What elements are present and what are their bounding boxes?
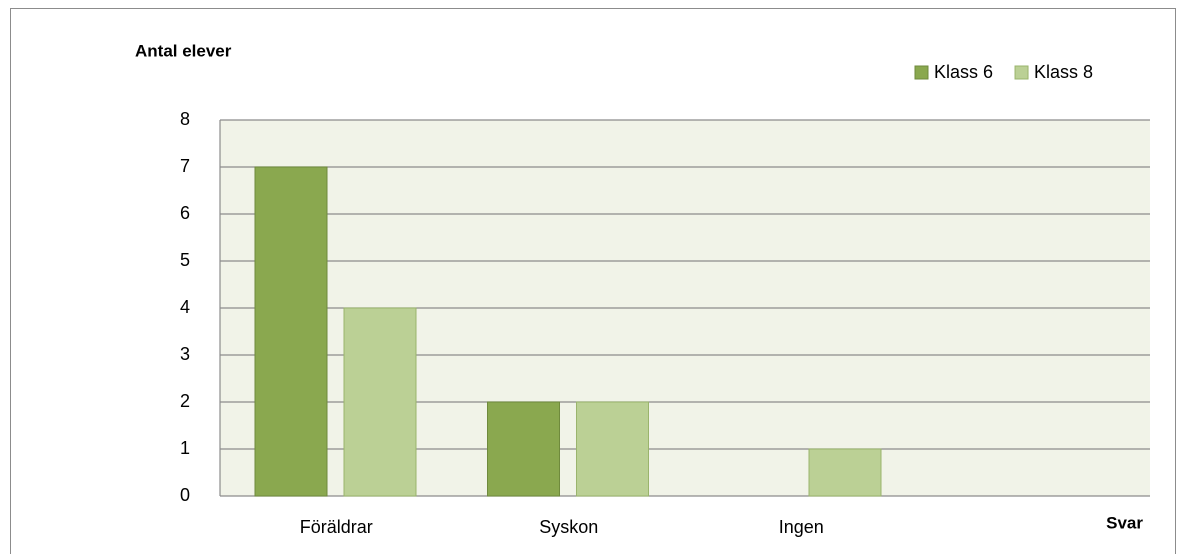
bar <box>254 166 328 497</box>
y-tick-label: 8 <box>180 109 190 129</box>
x-tick-label: Ingen <box>779 517 824 537</box>
y-tick-label: 5 <box>180 250 190 270</box>
y-axis-label: Antal elever <box>135 41 232 60</box>
legend-label: Klass 8 <box>1034 62 1093 82</box>
y-tick-label: 1 <box>180 438 190 458</box>
legend-swatch <box>914 65 929 80</box>
x-tick-label: Föräldrar <box>300 517 373 537</box>
bar <box>343 307 417 497</box>
y-tick-label: 6 <box>180 203 190 223</box>
y-tick-label: 3 <box>180 344 190 364</box>
y-tick-label: 0 <box>180 485 190 505</box>
bar <box>808 448 882 497</box>
x-axis-label: Svar <box>1106 513 1143 532</box>
legend-swatch <box>1014 65 1029 80</box>
bar <box>487 401 560 497</box>
legend-label: Klass 6 <box>934 62 993 82</box>
bar <box>576 401 649 497</box>
x-tick-label: Syskon <box>539 517 598 537</box>
y-tick-label: 2 <box>180 391 190 411</box>
y-tick-label: 7 <box>180 156 190 176</box>
y-tick-label: 4 <box>180 297 190 317</box>
